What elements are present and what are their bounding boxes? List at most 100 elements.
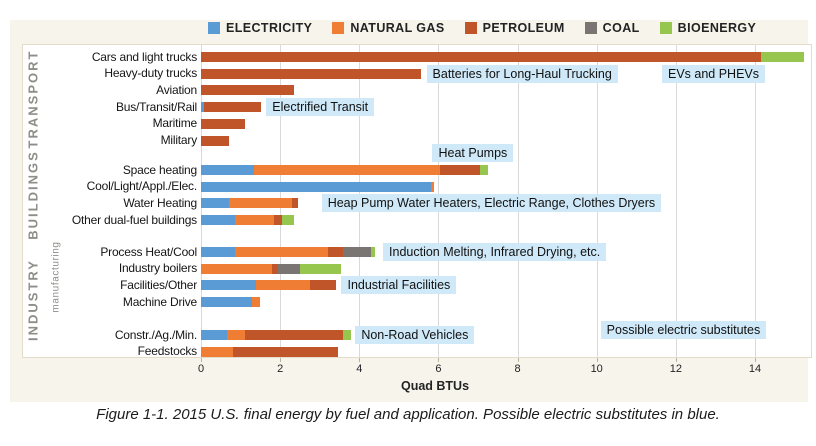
annotation-label: Industrial Facilities xyxy=(341,276,457,295)
natural_gas-bar-segment xyxy=(201,346,233,357)
petroleum-bar-segment xyxy=(201,85,294,96)
natural_gas-bar-segment xyxy=(234,215,275,226)
row-label: Cool/Light/Appl./Elec. xyxy=(86,179,198,194)
row-label: Space heating xyxy=(122,162,197,177)
group-label-buildings: BUILDINGS xyxy=(25,150,41,240)
axis-tick xyxy=(596,358,598,362)
axis-tick xyxy=(517,358,519,362)
natural_gas-bar-segment xyxy=(228,198,292,209)
row-label: Machine Drive xyxy=(122,294,197,309)
gridline xyxy=(754,45,756,357)
petroleum-bar-segment xyxy=(309,280,336,291)
group-label-industry: INDUSTRY xyxy=(25,259,41,341)
natural_gas-bar-segment xyxy=(430,181,435,192)
legend-label: BIOENERGY xyxy=(677,21,757,35)
natural_gas-bar-segment xyxy=(234,247,328,257)
legend-item-bioenergy: BIOENERGY xyxy=(659,21,757,35)
row-label: Industry boilers xyxy=(118,261,197,276)
petroleum-bar-segment xyxy=(232,346,338,357)
natural_gas-swatch-icon xyxy=(332,22,345,34)
axis-tick-label: 14 xyxy=(748,363,762,375)
row-label: Constr./Ag./Min. xyxy=(114,327,197,342)
petroleum-bar-segment xyxy=(272,263,279,274)
petroleum-swatch-icon xyxy=(464,22,477,34)
electricity-bar-segment xyxy=(201,102,204,113)
bioenergy-bar-segment xyxy=(343,330,352,340)
natural_gas-bar-segment xyxy=(252,297,261,308)
natural_gas-bar-segment xyxy=(254,165,441,175)
axis-tick xyxy=(359,358,361,362)
electricity-bar-segment xyxy=(201,280,257,291)
petroleum-bar-segment xyxy=(203,102,262,113)
bioenergy-bar-segment xyxy=(299,263,342,274)
electricity-swatch-icon xyxy=(208,22,220,34)
annotation-label: Heap Pump Water Heaters, Electric Range,… xyxy=(321,194,662,213)
row-label: Facilities/Other xyxy=(120,277,197,292)
electricity-bar-segment xyxy=(201,181,431,192)
annotation-label: Heat Pumps xyxy=(432,144,514,162)
row-label: Process Heat/Cool xyxy=(100,244,197,259)
petroleum-bar-segment xyxy=(327,247,344,257)
axis-tick-label: 10 xyxy=(590,363,603,375)
figure-caption: Figure 1-1. 2015 U.S. final energy by fu… xyxy=(96,406,720,423)
row-label: Water Heating xyxy=(123,195,197,210)
natural_gas-bar-segment xyxy=(256,280,310,291)
axis-tick xyxy=(438,358,440,362)
electricity-bar-segment xyxy=(201,165,255,175)
bioenergy-bar-segment xyxy=(479,165,488,175)
legend-item-coal: COAL xyxy=(584,21,640,35)
row-label: Feedstocks xyxy=(137,344,198,359)
natural_gas-bar-segment xyxy=(226,330,245,340)
legend-label: COAL xyxy=(602,21,640,35)
petroleum-bar-segment xyxy=(201,118,245,129)
petroleum-bar-segment xyxy=(274,215,283,226)
electricity-bar-segment xyxy=(201,215,235,226)
petroleum-bar-segment xyxy=(292,198,298,209)
group-label-transport: TRANSPORT xyxy=(25,49,41,149)
annotation-label: Electrified Transit xyxy=(266,98,375,117)
gridline xyxy=(675,45,677,357)
legend-label: PETROLEUM xyxy=(482,21,565,35)
row-label: Military xyxy=(160,133,198,147)
axis-tick-label: 6 xyxy=(435,363,442,375)
legend-item-natural_gas: NATURAL GAS xyxy=(332,21,444,35)
coal-bar-segment xyxy=(343,247,372,257)
annotation-label: EVs and PHEVs xyxy=(661,64,765,83)
annotation-label: Possible electric substitutes xyxy=(600,321,767,339)
petroleum-bar-segment xyxy=(201,135,229,146)
axis-tick-label: 8 xyxy=(514,363,521,375)
axis-tick-label: 2 xyxy=(277,363,284,375)
petroleum-bar-segment xyxy=(201,68,421,79)
axis-tick xyxy=(754,358,756,362)
axis-tick-label: 4 xyxy=(356,363,363,375)
annotation-label: Induction Melting, Infrared Drying, etc. xyxy=(383,243,607,261)
legend: ELECTRICITY NATURAL GAS PETROLEUM COAL BIOEN… xyxy=(208,21,756,35)
bioenergy-bar-segment xyxy=(760,52,805,62)
row-label: Aviation xyxy=(156,82,197,97)
axis-tick xyxy=(201,358,202,362)
annotation-label: Non-Road Vehicles xyxy=(355,326,475,344)
electricity-bar-segment xyxy=(201,330,227,340)
bioenergy-bar-segment xyxy=(282,215,294,226)
petroleum-bar-segment xyxy=(244,330,344,340)
row-label: Other dual-fuel buildings xyxy=(71,212,197,227)
x-axis-title: Quad BTUs xyxy=(400,379,470,393)
bioenergy-bar-segment xyxy=(371,247,376,257)
axis-tick-label: 0 xyxy=(197,363,205,375)
coal-swatch-icon xyxy=(584,22,597,34)
row-label: Heavy-duty trucks xyxy=(104,66,197,81)
natural_gas-bar-segment xyxy=(201,263,273,274)
bioenergy-swatch-icon xyxy=(659,22,672,34)
electricity-bar-segment xyxy=(201,297,253,308)
annotation-label: Batteries for Long-Haul Trucking xyxy=(426,64,618,83)
axis-tick-label: 12 xyxy=(669,363,682,375)
legend-label: ELECTRICITY xyxy=(226,21,313,35)
legend-item-petroleum: PETROLEUM xyxy=(464,21,565,35)
coal-bar-segment xyxy=(278,263,300,274)
petroleum-bar-segment xyxy=(201,52,761,62)
electricity-bar-segment xyxy=(201,198,229,209)
row-label: Cars and light trucks xyxy=(91,49,197,64)
row-label: Maritime xyxy=(152,116,198,131)
electricity-bar-segment xyxy=(201,247,235,257)
